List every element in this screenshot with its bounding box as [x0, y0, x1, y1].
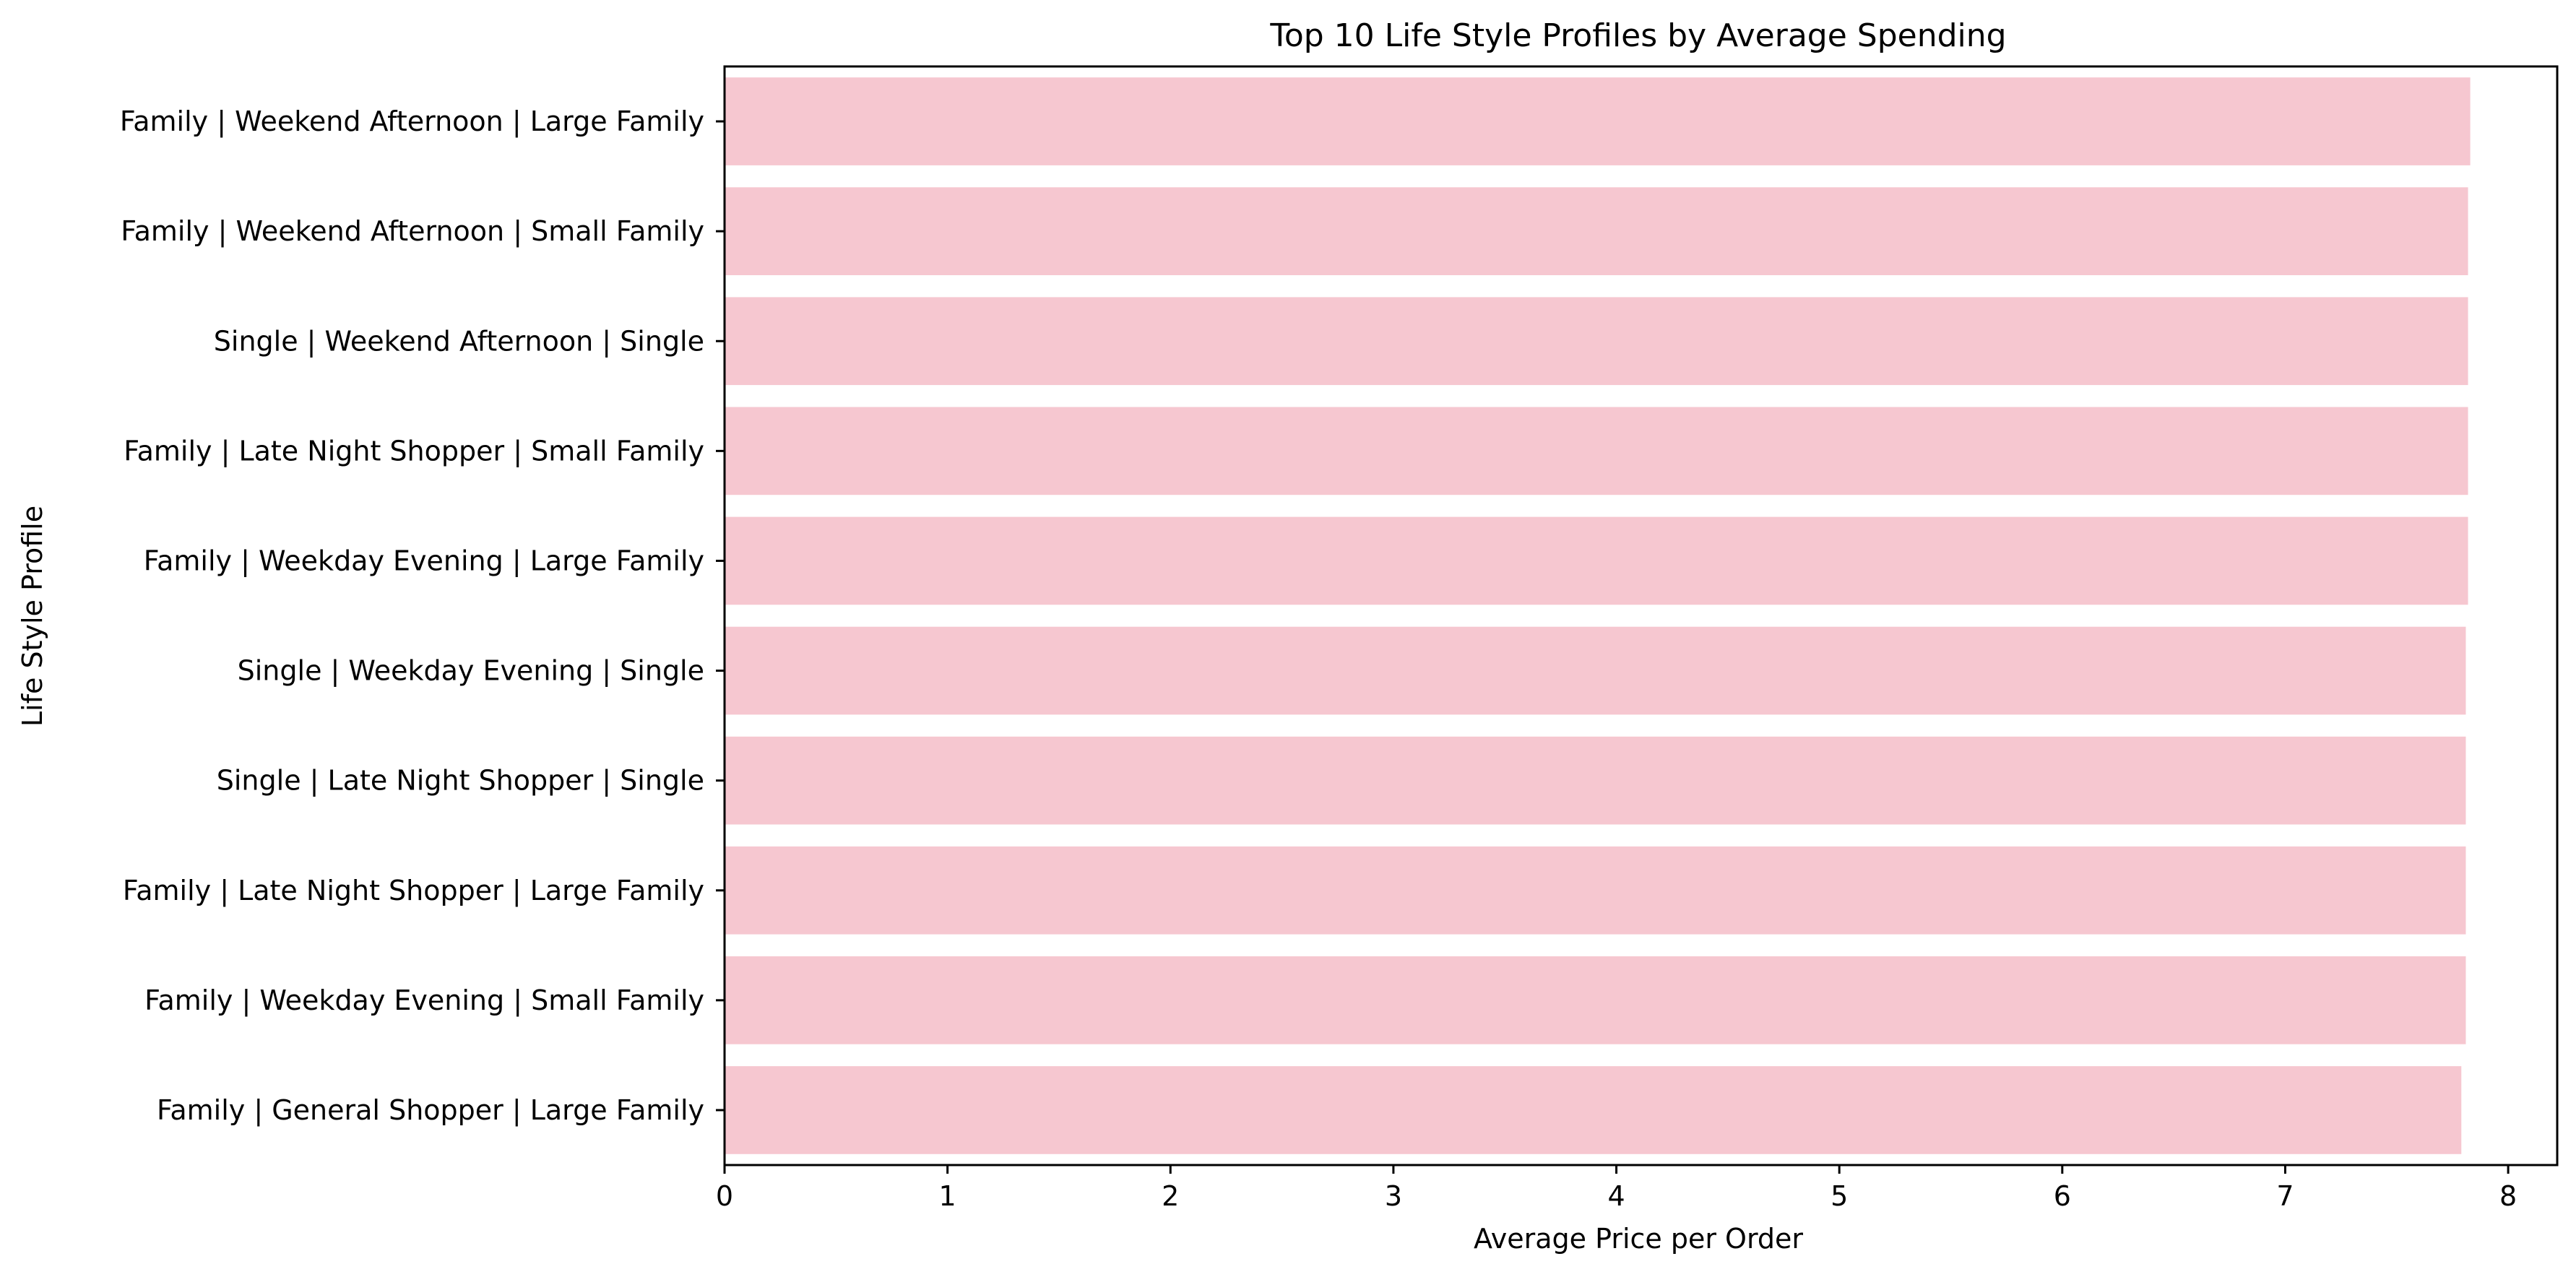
bar-0: [725, 77, 2471, 165]
x-axis-label: Average Price per Order: [1474, 1223, 1803, 1255]
chart-title: Top 10 Life Style Profiles by Average Sp…: [1269, 17, 2006, 54]
plot-frame: [723, 65, 2559, 1166]
bar-3: [725, 407, 2468, 495]
bar-9: [725, 1066, 2462, 1154]
x-tick-label: 3: [1385, 1180, 1402, 1212]
y-tick-label: Single | Weekend Afternoon | Single: [214, 325, 704, 358]
x-tick-label: 7: [2276, 1180, 2294, 1212]
y-tick-label: Family | Late Night Shopper | Small Fami…: [124, 435, 704, 467]
x-tick-label: 1: [939, 1180, 956, 1212]
bar-6: [725, 736, 2466, 825]
x-tick-label: 2: [1162, 1180, 1179, 1212]
y-tick-label: Family | General Shopper | Large Family: [157, 1094, 704, 1127]
y-axis: Family | Weekend Afternoon | Large Famil…: [120, 105, 725, 1127]
y-tick-label: Family | Late Night Shopper | Large Fami…: [123, 875, 704, 907]
y-tick-label: Family | Weekend Afternoon | Large Famil…: [120, 105, 704, 138]
y-axis-label: Life Style Profile: [17, 506, 48, 727]
bar-7: [725, 846, 2466, 935]
x-tick-label: 4: [1607, 1180, 1625, 1212]
bar-5: [725, 626, 2466, 715]
bar-2: [725, 297, 2468, 386]
x-tick-label: 6: [2054, 1180, 2071, 1212]
y-tick-label: Single | Weekday Evening | Single: [238, 655, 704, 688]
bars-group: [725, 77, 2471, 1154]
x-tick-label: 5: [1831, 1180, 1848, 1212]
bar-1: [725, 187, 2468, 275]
bar-8: [725, 956, 2466, 1044]
x-tick-label: 8: [2499, 1180, 2517, 1212]
y-tick-label: Single | Late Night Shopper | Single: [217, 765, 704, 797]
x-axis: 0 1 2 3 4 5 6 7 8: [716, 1165, 2517, 1212]
y-tick-label: Family | Weekday Evening | Small Family: [144, 984, 704, 1017]
y-tick-label: Family | Weekday Evening | Large Family: [144, 545, 704, 577]
y-tick-label: Family | Weekend Afternoon | Small Famil…: [121, 215, 704, 248]
x-tick-label: 0: [716, 1180, 733, 1212]
bar-4: [725, 516, 2468, 605]
